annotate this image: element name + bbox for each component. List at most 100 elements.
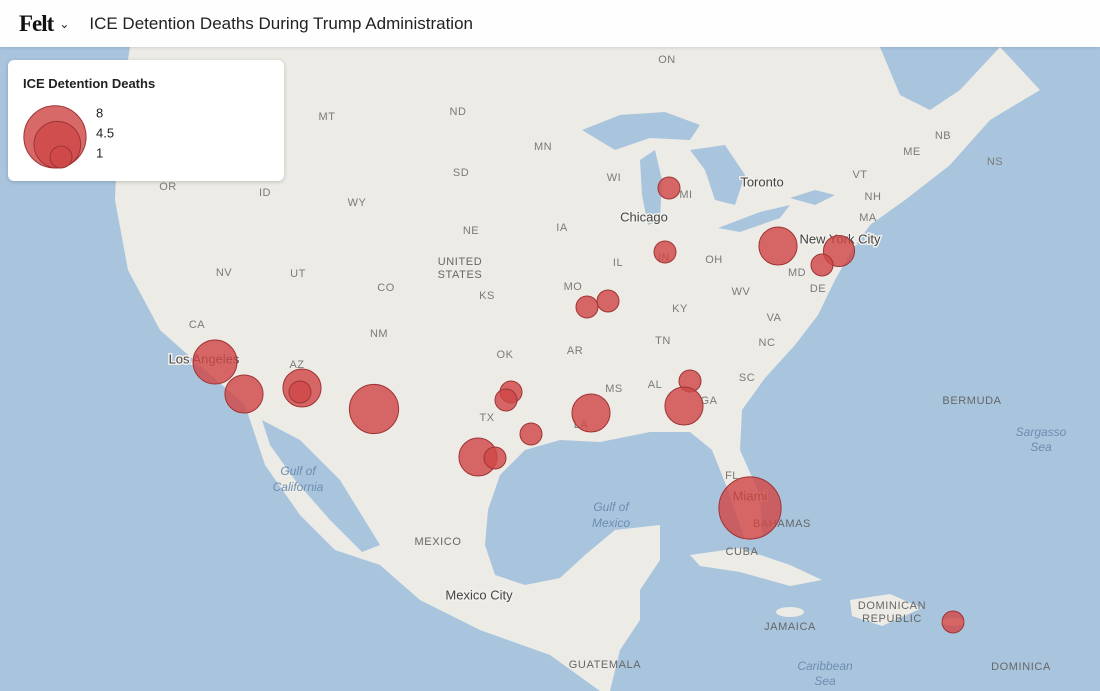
death-marker <box>810 253 834 277</box>
region-label: UT <box>290 268 306 280</box>
region-label: MT <box>319 111 336 123</box>
water-label: Sea <box>814 674 836 688</box>
region-label: ND <box>450 106 467 118</box>
pacific <box>0 47 600 691</box>
region-label: WV <box>732 286 751 298</box>
map-title: ICE Detention Deaths During Trump Admini… <box>89 13 473 33</box>
region-label: WY <box>348 197 367 209</box>
region-label: VA <box>767 312 782 324</box>
city-label: Chicago <box>620 209 668 224</box>
lake-ontario <box>790 190 835 205</box>
region-label: VT <box>852 169 867 181</box>
region-label: IA <box>556 222 568 234</box>
region-label: SC <box>739 372 755 384</box>
region-label: DOMINICAN <box>858 600 926 612</box>
region-label: ID <box>259 187 271 199</box>
region-label: MD <box>788 267 806 279</box>
region-label: OR <box>159 181 177 193</box>
legend-title: ICE Detention Deaths <box>23 76 156 91</box>
region-label: NE <box>463 225 479 237</box>
atlantic <box>485 47 1100 691</box>
city-label: Toronto <box>740 174 783 189</box>
lake-huron <box>690 145 745 205</box>
region-label: CO <box>377 282 395 294</box>
water-label: Mexico <box>592 516 630 530</box>
region-label: CUBA <box>726 546 759 558</box>
region-label: GA <box>701 395 718 407</box>
water-label: Sea <box>1030 440 1052 454</box>
region-label: FL <box>725 470 739 482</box>
region-label: OH <box>705 254 723 266</box>
jamaica <box>776 607 804 617</box>
legend-symbol <box>49 145 73 169</box>
death-marker <box>192 339 238 385</box>
death-marker <box>519 422 543 446</box>
region-label: MN <box>534 141 552 153</box>
region-label: KY <box>672 303 688 315</box>
region-label: MA <box>859 212 877 224</box>
death-marker <box>224 374 264 414</box>
region-label: NC <box>759 337 776 349</box>
region-label: AZ <box>289 359 304 371</box>
logo[interactable]: Felt <box>19 10 54 36</box>
region-label: UNITED <box>438 256 483 268</box>
header: Felt ⌄ ICE Detention Deaths During Trump… <box>0 0 1100 47</box>
death-marker <box>483 446 507 470</box>
region-label: WI <box>607 172 621 184</box>
hudson-region <box>880 47 1000 110</box>
region-label: NB <box>935 130 951 142</box>
death-marker <box>494 388 518 412</box>
death-marker <box>575 295 599 319</box>
region-label: REPUBLIC <box>862 613 922 625</box>
death-marker <box>348 383 400 435</box>
region-label: MEXICO <box>415 536 462 548</box>
region-label: OK <box>497 349 514 361</box>
cuba <box>690 548 822 586</box>
region-label: ME <box>903 146 921 158</box>
region-label: NV <box>216 267 232 279</box>
hispaniola <box>850 594 922 626</box>
death-marker <box>596 289 620 313</box>
region-label: TN <box>655 335 671 347</box>
region-label: GUATEMALA <box>569 659 641 671</box>
water-label: California <box>273 480 324 494</box>
region-label: MO <box>564 281 583 293</box>
region-label: MS <box>605 383 623 395</box>
legend-symbols: 84.51 <box>23 105 114 169</box>
water-label: Sargasso <box>1016 425 1067 439</box>
region-label: SD <box>453 167 469 179</box>
region-label: MI <box>679 189 692 201</box>
lake-erie <box>718 205 790 232</box>
gulf-of-california <box>262 420 380 552</box>
region-label: BERMUDA <box>942 395 1001 407</box>
region-label: DE <box>810 283 826 295</box>
region-label: KS <box>479 290 495 302</box>
water-label: Gulf of <box>593 500 630 514</box>
menu-chevron[interactable]: ⌄ <box>59 16 70 31</box>
region-label: STATES <box>438 269 483 281</box>
legend-label: 4.5 <box>96 125 114 140</box>
city-label: Mexico City <box>445 587 513 602</box>
region-label: IL <box>613 257 623 269</box>
lake-superior <box>582 112 700 150</box>
region-label: DOMINICA <box>991 661 1051 673</box>
region-label: NS <box>987 156 1003 168</box>
region-label: NM <box>370 328 388 340</box>
region-label: JAMAICA <box>764 621 816 633</box>
legend-label: 1 <box>96 145 103 160</box>
region-label: AL <box>648 379 662 391</box>
death-marker <box>653 240 677 264</box>
death-marker <box>941 610 965 634</box>
region-label: CA <box>189 319 205 331</box>
region-label: NH <box>865 191 882 203</box>
region-label: TX <box>479 412 494 424</box>
death-marker <box>288 380 312 404</box>
death-marker <box>657 176 681 200</box>
water-label: Caribbean <box>797 659 853 673</box>
legend-label: 8 <box>96 105 103 120</box>
region-label: AR <box>567 345 583 357</box>
water-label: Gulf of <box>280 464 317 478</box>
death-marker <box>571 393 611 433</box>
